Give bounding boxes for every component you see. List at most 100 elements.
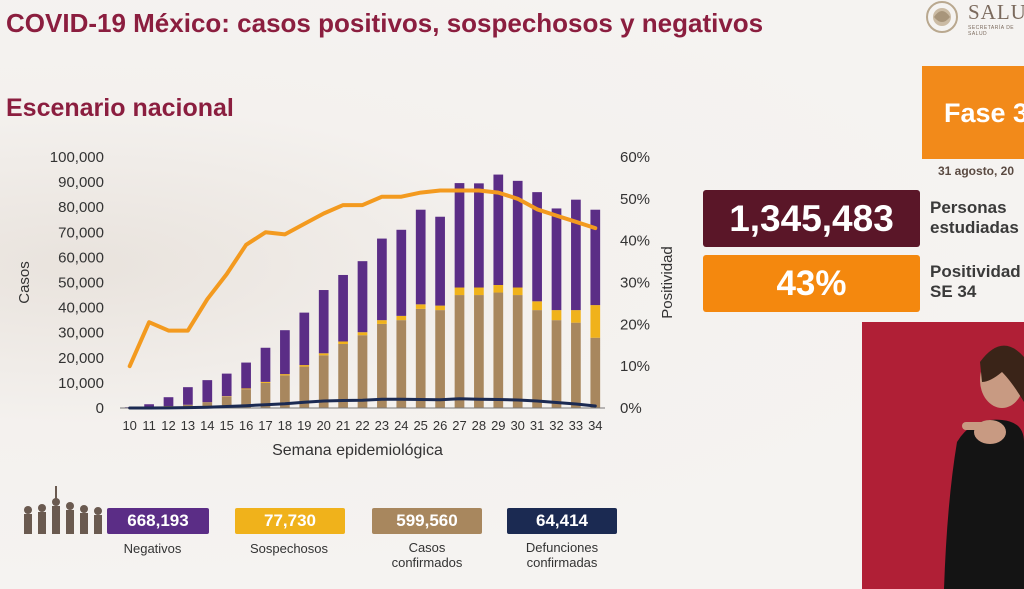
positivity-label: Positividad SE 34 — [930, 262, 1021, 301]
bar-sospechosos — [532, 301, 542, 311]
bar-sospechosos — [299, 365, 310, 367]
bar-casos-confirmados — [532, 310, 542, 408]
positivity-value: 43% — [703, 255, 920, 312]
total-deaths: 64,414 — [507, 508, 617, 534]
sign-language-interpreter — [862, 322, 1024, 589]
suspects-label: Sospechosos — [249, 541, 329, 556]
bar-negativos — [144, 404, 154, 408]
bar-sospechosos — [454, 287, 465, 296]
total-suspects: 77,730 — [235, 508, 345, 534]
y-tick-label: 100,000 — [50, 149, 104, 166]
bar-casos-confirmados — [415, 308, 426, 408]
x-tick-label: 25 — [413, 418, 427, 433]
x-tick-label: 34 — [588, 418, 602, 433]
x-tick-label: 16 — [239, 418, 253, 433]
y-tick-label: 0 — [96, 400, 104, 417]
bar-negativos — [474, 183, 484, 288]
y-tick-label: 20,000 — [58, 350, 104, 367]
logo-subtext: SECRETARÍA DE SALUD — [968, 25, 1015, 37]
bar-sospechosos — [493, 285, 504, 293]
bar-casos-confirmados — [338, 343, 348, 408]
chart-subtitle: Escenario nacional — [6, 94, 234, 122]
bar-sospechosos — [280, 374, 290, 376]
bar-negativos — [571, 199, 581, 311]
bar-negativos — [532, 192, 542, 302]
bar-sospechosos — [415, 304, 426, 309]
negatives-label: Negativos — [123, 541, 182, 556]
total-negatives-value: 668,193 — [127, 511, 189, 530]
bar-sospechosos — [338, 341, 348, 344]
bar-negativos — [221, 373, 232, 397]
line-defunciones — [128, 397, 597, 410]
bar-casos-confirmados — [396, 320, 407, 408]
x-tick-label: 27 — [452, 418, 466, 433]
bar-casos-confirmados — [357, 335, 368, 408]
x-tick-label: 21 — [336, 418, 350, 433]
bar-negativos — [454, 183, 465, 288]
x-tick-label: 33 — [569, 418, 583, 433]
bar-sospechosos — [357, 332, 368, 336]
cases-chart: 0 10,000 20,000 30,000 40,000 50,000 60,000 70,… — [16, 149, 676, 459]
bar-negativos — [299, 312, 310, 366]
page-title: COVID-19 México: casos positivos, sospec… — [6, 8, 764, 38]
bar-negativos — [512, 180, 523, 288]
x-tick-label: 19 — [297, 418, 311, 433]
bar-negativos — [435, 216, 445, 306]
line-positividad — [127, 188, 598, 369]
bar-negativos — [377, 238, 387, 321]
x-tick-label: 24 — [394, 418, 408, 433]
y-tick-label: 30,000 — [58, 325, 104, 342]
y-tick-label: 90,000 — [58, 174, 104, 191]
confirmed-label: Casos confirmados — [391, 540, 463, 570]
people-studied-label: Personas estudiadas — [930, 198, 1019, 237]
y2-tick-label: 30% — [620, 275, 650, 292]
x-tick-label: 26 — [433, 418, 447, 433]
bar-casos-confirmados — [435, 310, 445, 408]
x-tick-label: 23 — [375, 418, 389, 433]
bar-negativos — [493, 174, 504, 286]
bar-negativos — [183, 387, 193, 405]
seal-icon — [926, 1, 958, 33]
x-tick-label: 17 — [258, 418, 272, 433]
bar-negativos — [241, 362, 251, 389]
bar-casos-confirmados — [474, 295, 484, 408]
bar-negativos — [163, 397, 174, 406]
bar-sospechosos — [241, 388, 251, 390]
bar-casos-confirmados — [493, 292, 504, 408]
total-deaths-value: 64,414 — [536, 511, 588, 530]
total-suspects-value: 77,730 — [264, 511, 316, 530]
y-tick-label: 80,000 — [58, 199, 104, 216]
phase-badge: Fase 3 — [922, 66, 1024, 159]
x-tick-label: 11 — [142, 418, 156, 433]
bar-casos-confirmados — [454, 295, 465, 408]
y-tick-label: 60,000 — [58, 249, 104, 266]
people-studied-value: 1,345,483 — [703, 190, 920, 247]
y2-tick-label: 10% — [620, 358, 650, 375]
bar-sospechosos — [221, 396, 232, 397]
bar-casos-confirmados — [241, 389, 251, 408]
bar-casos-confirmados — [221, 396, 232, 408]
bar-sospechosos — [435, 305, 445, 311]
bar-casos-confirmados — [571, 322, 581, 408]
interpreter-figure — [944, 345, 1024, 589]
bar-casos-confirmados — [512, 295, 523, 408]
bar-negativos — [338, 274, 348, 342]
bar-casos-confirmados — [551, 320, 562, 408]
bar-sospechosos — [571, 310, 581, 323]
x-tick-label: 13 — [181, 418, 195, 433]
bar-casos-confirmados — [202, 402, 213, 408]
deaths-label: Defunciones confirmadas — [525, 540, 599, 570]
bar-negativos — [415, 209, 426, 305]
bar-casos-confirmados — [377, 323, 387, 408]
historic-figures-logo — [24, 486, 102, 534]
bar-sospechosos — [377, 320, 387, 324]
x-axis-label: Semana epidemiológica — [272, 442, 443, 459]
bar-negativos — [357, 261, 368, 333]
y2-tick-label: 50% — [620, 191, 650, 208]
bar-sospechosos — [551, 310, 562, 321]
bar-sospechosos — [512, 287, 523, 296]
report-date: 31 agosto, 20 — [938, 164, 1015, 178]
x-tick-label: 10 — [122, 418, 136, 433]
x-tick-label: 28 — [472, 418, 486, 433]
bar-negativos — [551, 208, 562, 311]
